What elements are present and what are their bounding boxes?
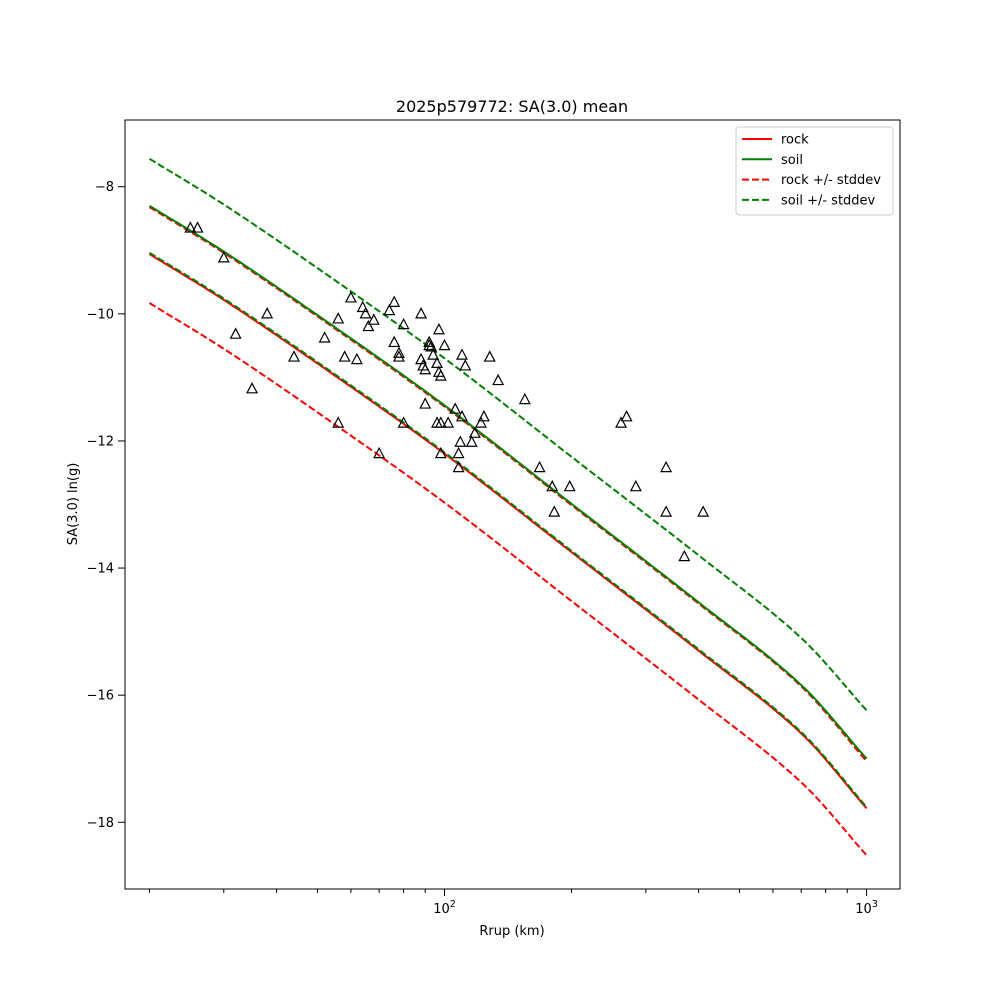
observation-marker xyxy=(518,392,531,405)
observation-marker xyxy=(442,416,455,428)
observation-marker xyxy=(423,338,436,351)
observation-marker xyxy=(432,322,445,335)
observation-marker xyxy=(350,352,363,365)
observation-marker xyxy=(477,410,490,422)
x-tick-label: 102 xyxy=(433,899,456,917)
series-line-1 xyxy=(148,302,868,856)
legend: rock soil rock +/- stddev soil +/- stddev xyxy=(735,126,894,216)
observation-marker xyxy=(332,312,345,324)
y-tick-label: −10 xyxy=(87,307,114,322)
observation-marker xyxy=(397,317,410,330)
observation-marker xyxy=(419,397,432,409)
observation-marker xyxy=(483,350,496,362)
observation-marker xyxy=(660,505,673,517)
observation-marker xyxy=(434,416,447,428)
observation-marker xyxy=(261,307,274,319)
legend-label: soil xyxy=(781,153,803,168)
observation-marker xyxy=(184,221,197,233)
legend-label: soil +/- stddev xyxy=(781,193,876,208)
x-axis-title: Rrup (km) xyxy=(479,924,544,939)
x-tick-label: 103 xyxy=(855,899,878,917)
chart-title: 2025p579772: SA(3.0) mean xyxy=(396,97,628,116)
legend-label: rock +/- stddev xyxy=(781,173,881,188)
observation-marker xyxy=(533,460,546,473)
observation-marker xyxy=(318,331,331,343)
y-axis: −8 −10 −12 −14 −16 −18 xyxy=(87,180,125,831)
observation-marker xyxy=(452,460,465,473)
observation-marker xyxy=(356,300,369,313)
series-line-4 xyxy=(148,251,868,808)
y-tick-label: −8 xyxy=(95,180,114,195)
observation-points xyxy=(184,221,710,562)
series-layer xyxy=(148,157,868,856)
observation-marker xyxy=(373,446,386,459)
observation-marker xyxy=(217,251,230,263)
observation-marker xyxy=(678,549,691,562)
observation-marker xyxy=(431,356,444,369)
plot-area xyxy=(148,157,868,856)
observation-marker xyxy=(332,416,345,428)
observation-marker xyxy=(367,313,380,325)
observation-marker xyxy=(660,460,673,473)
observation-marker xyxy=(392,350,405,362)
y-tick-label: −16 xyxy=(87,689,114,704)
observation-marker xyxy=(697,505,710,517)
y-tick-label: −18 xyxy=(87,816,114,831)
observation-marker xyxy=(454,435,467,447)
observation-marker xyxy=(492,373,505,386)
observation-marker xyxy=(465,435,478,447)
observation-marker xyxy=(452,446,465,459)
observation-marker xyxy=(615,416,628,428)
observation-marker xyxy=(563,479,576,492)
y-axis-title: SA(3.0) ln(g) xyxy=(66,463,81,546)
observation-marker xyxy=(388,295,401,307)
observation-marker xyxy=(425,340,438,352)
legend-items: rock soil rock +/- stddev soil +/- stddev xyxy=(742,133,881,208)
observation-marker xyxy=(548,505,561,517)
observation-marker xyxy=(455,410,468,422)
observation-marker xyxy=(434,369,447,381)
series-line-0 xyxy=(148,253,868,809)
legend-box xyxy=(735,126,894,216)
observation-marker xyxy=(388,335,401,348)
observation-marker xyxy=(383,303,396,316)
series-line-5 xyxy=(148,157,868,712)
observation-marker xyxy=(338,350,351,362)
observation-marker xyxy=(434,446,447,459)
x-axis: 102 103 xyxy=(148,889,878,917)
series-line-3 xyxy=(148,204,868,760)
observation-marker xyxy=(449,402,462,414)
series-line-2 xyxy=(148,206,868,762)
observation-marker xyxy=(246,382,259,394)
observation-marker xyxy=(427,348,440,360)
observation-marker xyxy=(474,416,487,428)
observation-marker xyxy=(359,307,372,319)
observation-marker xyxy=(415,307,428,319)
observation-marker xyxy=(344,291,357,303)
y-tick-label: −14 xyxy=(87,562,114,577)
plot-frame xyxy=(124,119,901,890)
observation-marker xyxy=(438,338,451,351)
observation-marker xyxy=(362,319,375,332)
observation-marker xyxy=(546,479,559,492)
observation-marker xyxy=(392,346,405,358)
observation-marker xyxy=(455,348,468,360)
observation-marker xyxy=(191,221,204,233)
observation-marker xyxy=(620,410,633,422)
observation-marker xyxy=(397,416,410,428)
observation-marker xyxy=(629,479,642,492)
observation-marker xyxy=(419,362,432,375)
observation-marker xyxy=(229,327,242,339)
y-tick-label: −12 xyxy=(87,434,114,449)
observation-marker xyxy=(468,426,481,438)
observation-marker xyxy=(288,350,301,362)
observation-marker xyxy=(459,359,472,371)
legend-label: rock xyxy=(781,133,809,148)
